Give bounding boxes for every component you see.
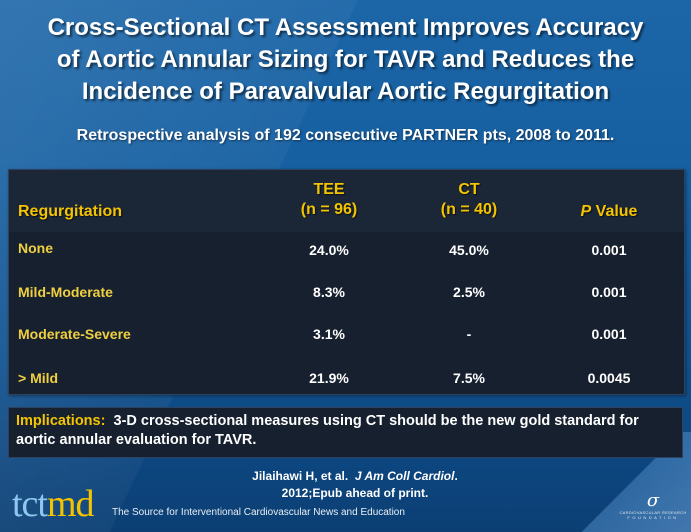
row-label-greater-than-mild: > Mild	[18, 370, 59, 386]
header-ct: CT (n = 40)	[409, 180, 529, 220]
cell-p-moderate-severe: 0.001	[591, 326, 627, 342]
slide-title: Cross-Sectional CT Assessment Improves A…	[0, 12, 691, 108]
title-line-3: Incidence of Paravalvular Aortic Regurgi…	[81, 78, 610, 105]
crf-name-line-2: FOUNDATION	[627, 515, 679, 520]
citation-journal: J Am Coll Cardiol	[354, 469, 455, 483]
results-table: Regurgitation TEE (n = 96) CT (n = 40) P…	[8, 169, 685, 395]
header-tee-name: TEE	[313, 181, 345, 198]
slide-subtitle: Retrospective analysis of 192 consecutiv…	[76, 127, 615, 144]
implications-label: Implications:	[16, 413, 106, 429]
header-tee: TEE (n = 96)	[269, 180, 389, 220]
tctmd-logo: tctmd	[12, 483, 95, 525]
cell-ct-moderate-severe: -	[466, 326, 472, 342]
implications-box: Implications: 3-D cross-sectional measur…	[8, 407, 683, 458]
header-regurgitation: Regurgitation	[18, 203, 122, 220]
header-p-rest: Value	[591, 203, 638, 220]
cell-p-none: 0.001	[591, 242, 627, 258]
cell-tee-mild-moderate: 8.3%	[313, 284, 345, 300]
title-line-2: of Aortic Annular Sizing for TAVR and Re…	[56, 46, 635, 73]
table-header-row: Regurgitation TEE (n = 96) CT (n = 40) P…	[9, 170, 684, 232]
cell-tee-moderate-severe: 3.1%	[313, 326, 345, 342]
citation-line-1: Jilaihawi H, et al. J Am Coll Cardiol.	[190, 468, 520, 485]
logo-md: md	[46, 483, 95, 525]
cell-p-mild-moderate: 0.001	[591, 284, 627, 300]
header-ct-name: CT	[458, 181, 480, 198]
cell-tee-greater-than-mild: 21.9%	[309, 370, 349, 386]
header-p-italic: P	[580, 203, 592, 220]
crf-swirl-icon: σ	[646, 490, 660, 511]
citation: Jilaihawi H, et al. J Am Coll Cardiol. 2…	[190, 468, 520, 502]
crf-name-line-1: CARDIOVASCULAR RESEARCH	[619, 510, 687, 515]
citation-line-2: 2012;Epub ahead of print.	[281, 486, 429, 500]
cell-ct-none: 45.0%	[449, 242, 489, 258]
footer-tagline: The Source for Interventional Cardiovasc…	[112, 507, 405, 518]
title-line-1: Cross-Sectional CT Assessment Improves A…	[47, 14, 644, 41]
cell-p-greater-than-mild: 0.0045	[587, 370, 631, 386]
row-label-none: None	[18, 240, 53, 256]
cell-ct-greater-than-mild: 7.5%	[453, 370, 485, 386]
citation-period: .	[454, 469, 458, 483]
header-tee-n: (n = 96)	[300, 201, 358, 218]
cell-tee-none: 24.0%	[309, 242, 349, 258]
implications-text: 3-D cross-sectional measures using CT sh…	[16, 413, 639, 448]
crf-logo: σ CARDIOVASCULAR RESEARCH FOUNDATION	[618, 492, 688, 528]
cell-ct-mild-moderate: 2.5%	[453, 284, 485, 300]
row-label-moderate-severe: Moderate-Severe	[18, 326, 131, 342]
header-p-value: P Value	[549, 202, 669, 222]
citation-authors: Jilaihawi H, et al.	[252, 469, 349, 483]
logo-tct: tct	[12, 483, 48, 525]
row-label-mild-moderate: Mild-Moderate	[18, 284, 113, 300]
header-ct-n: (n = 40)	[440, 201, 498, 218]
